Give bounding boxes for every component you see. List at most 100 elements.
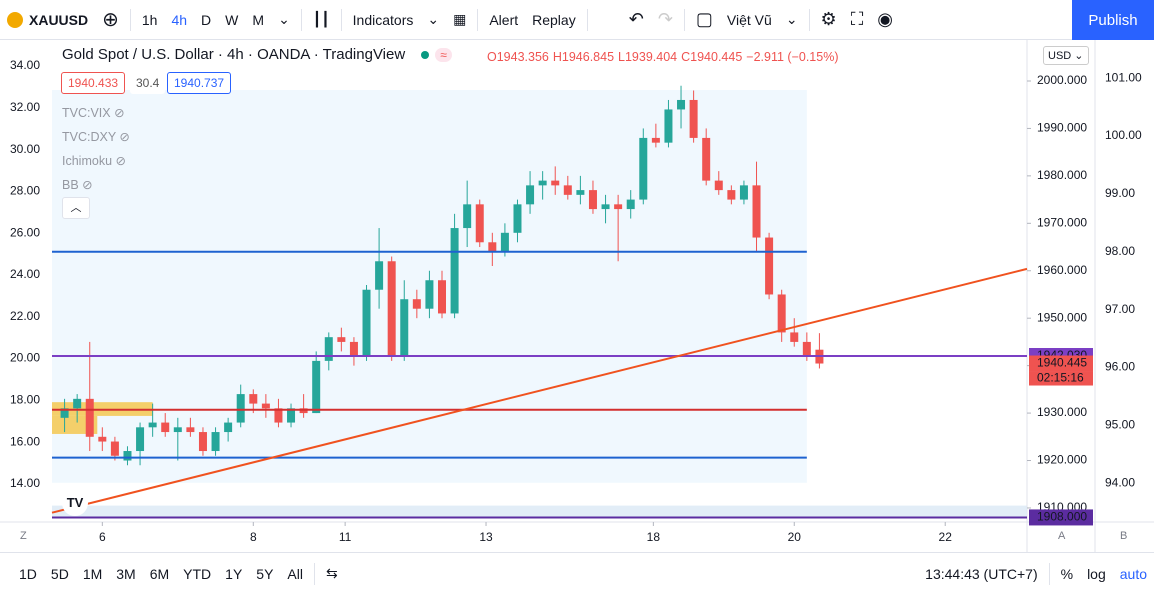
range[interactable]: 1Y xyxy=(225,565,243,582)
range[interactable]: All xyxy=(287,565,303,582)
chart-type[interactable]: ┃┃ xyxy=(312,11,330,27)
range[interactable]: 3M xyxy=(116,565,136,582)
add-symbol[interactable]: ⊕ xyxy=(102,9,119,31)
templates[interactable]: ▦ xyxy=(453,11,467,27)
indicators-menu[interactable]: ⌄ xyxy=(427,11,440,27)
candle-body xyxy=(677,99,686,110)
tv-logo: TV xyxy=(62,490,88,516)
interval[interactable]: 1h xyxy=(141,11,158,28)
y2-tick-label: 20.00 xyxy=(10,351,40,365)
interval-menu[interactable]: ⌄ xyxy=(278,11,290,27)
candle-body xyxy=(626,199,635,210)
interval[interactable]: 4h xyxy=(171,11,188,28)
study-name: TVC:VIX xyxy=(62,106,111,120)
range[interactable]: 1D xyxy=(19,565,37,582)
date-range[interactable]: ⇆ xyxy=(325,565,338,581)
y2-tick-label: 18.00 xyxy=(10,393,40,407)
candle-body xyxy=(73,398,82,409)
candle-body xyxy=(752,185,761,238)
candle-body xyxy=(563,185,572,195)
candle-body xyxy=(576,190,585,195)
candle-body xyxy=(375,261,384,290)
interval[interactable]: M xyxy=(252,11,265,28)
range[interactable]: 6M xyxy=(149,565,170,582)
symbol[interactable]: XAUUSD xyxy=(0,11,95,28)
interval[interactable]: D xyxy=(201,11,212,28)
snapshot[interactable]: ◉ xyxy=(877,9,894,29)
y3-tick-label: 96.00 xyxy=(1105,360,1135,374)
candle-body xyxy=(312,360,321,414)
candle-body xyxy=(224,422,233,433)
ohlc-legend: O1943.356 H1946.845 L1939.404 C1940.445 −2.9… xyxy=(487,50,843,64)
candle-body xyxy=(400,299,409,357)
spread-box: 30.4 xyxy=(130,72,166,94)
collapse-legend[interactable]: ︿ xyxy=(62,197,90,219)
candle-body xyxy=(702,137,711,181)
candle-body xyxy=(614,204,623,210)
candle-body xyxy=(765,237,774,295)
candle-body xyxy=(551,180,560,186)
candle-body xyxy=(438,280,446,314)
y3-tick-label: 100.00 xyxy=(1105,128,1142,142)
separator xyxy=(477,8,479,31)
separator xyxy=(340,8,342,31)
candle-body xyxy=(488,242,497,252)
y2-tick-label: 14.00 xyxy=(10,476,40,490)
undo[interactable]: ↶ xyxy=(628,9,644,29)
y2-tick-label: 34.00 xyxy=(10,58,40,72)
candle-body xyxy=(739,185,748,200)
user-menu[interactable]: ⌄ xyxy=(785,11,798,27)
candle-body xyxy=(475,204,484,243)
alert[interactable]: Alert xyxy=(489,11,519,28)
layout[interactable]: ▢ xyxy=(695,9,713,29)
candle-body xyxy=(60,408,69,418)
axis-button[interactable]: B xyxy=(1120,530,1128,542)
interval[interactable]: W xyxy=(225,11,239,28)
range[interactable]: 5Y xyxy=(256,565,274,582)
user[interactable]: Việt Vũ xyxy=(726,11,772,28)
replay[interactable]: Replay xyxy=(532,11,576,28)
symbol-icon xyxy=(7,11,23,28)
indicators[interactable]: Indicators xyxy=(352,11,414,28)
currency[interactable]: USD ⌄ xyxy=(1043,46,1089,65)
candle-body xyxy=(186,427,195,433)
axis-button[interactable]: A xyxy=(1058,530,1066,542)
candle-body xyxy=(148,422,157,428)
range[interactable]: 5D xyxy=(50,565,69,582)
option[interactable]: log xyxy=(1087,565,1106,582)
candle-body xyxy=(450,228,459,314)
y3-tick-label: 94.00 xyxy=(1105,475,1135,489)
y-tick-label: 2000.000 xyxy=(1037,73,1087,87)
range[interactable]: 1M xyxy=(82,565,103,582)
candle-body xyxy=(211,432,220,452)
symbol-text: XAUUSD xyxy=(29,11,89,28)
settings[interactable]: ⚙ xyxy=(820,9,837,29)
study[interactable]: Ichimoku ⊘ xyxy=(62,154,126,168)
candle-body xyxy=(337,337,346,342)
study[interactable]: TVC:DXY ⊘ xyxy=(62,130,130,144)
axis-button[interactable]: Z xyxy=(20,530,27,542)
range[interactable]: YTD xyxy=(183,565,212,582)
separator xyxy=(586,8,588,31)
publish[interactable]: Publish xyxy=(1072,0,1154,40)
candle-body xyxy=(349,341,358,357)
fullscreen[interactable]: ⛶ xyxy=(850,9,864,29)
y3-tick-label: 97.00 xyxy=(1105,302,1135,316)
countdown: 02:15:16 xyxy=(1037,371,1084,385)
candle-body xyxy=(412,299,421,309)
study[interactable]: TVC:VIX ⊘ xyxy=(62,106,125,120)
currency-text: USD xyxy=(1048,50,1072,62)
sell-box[interactable]: 1940.433 xyxy=(61,72,126,94)
y-tick-label: 1950.000 xyxy=(1037,310,1087,324)
study[interactable]: BB ⊘ xyxy=(62,178,93,192)
candle-body xyxy=(173,427,182,433)
redo[interactable]: ↷ xyxy=(657,9,673,29)
y-tick-label: 1990.000 xyxy=(1037,121,1087,135)
option[interactable]: % xyxy=(1060,565,1074,582)
candle-body xyxy=(387,261,396,357)
option[interactable]: auto xyxy=(1119,565,1147,582)
candle-body xyxy=(123,451,132,461)
buy-box[interactable]: 1940.737 xyxy=(167,72,232,94)
candle-body xyxy=(136,427,145,452)
